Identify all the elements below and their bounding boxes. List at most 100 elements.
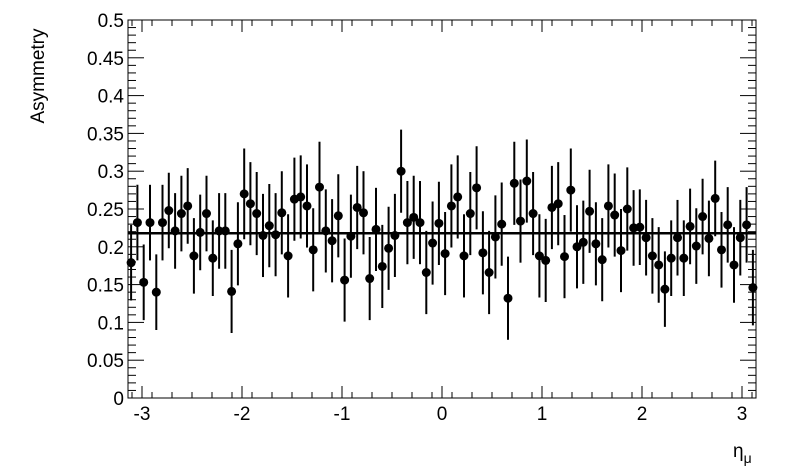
data-point [321,226,331,236]
data-point [685,221,695,231]
data-point [509,178,519,188]
x-tick-label: 1 [537,404,548,425]
data-point [440,249,450,259]
data-point [396,166,406,176]
x-tick-label: -1 [334,404,351,425]
data-point [302,201,312,211]
data-point [214,226,224,236]
data-point [578,237,588,247]
data-point [503,293,513,303]
data-point [176,209,186,219]
data-point [679,253,689,263]
plot-frame-group [127,19,757,399]
y-tick-label: 0.45 [87,49,124,70]
data-point [616,246,626,256]
data-point [340,275,350,285]
data-point [666,253,676,263]
data-point [635,222,645,232]
data-point [421,268,431,278]
data-point [239,189,249,199]
data-point [522,176,532,186]
y-tick-label: 0.25 [87,200,124,221]
data-point [704,233,714,243]
x-axis-label-main: η [733,441,744,462]
data-point [208,253,218,263]
data-point [465,209,475,219]
data-point [308,245,318,255]
data-point [220,226,230,236]
data-point [478,248,488,258]
data-point [164,206,174,216]
data-point [333,211,343,221]
y-tick-label: 0.2 [98,238,124,259]
data-point [553,199,563,209]
data-point [490,232,500,242]
x-axis-label-subscript: μ [744,450,752,466]
data-point [126,258,136,268]
data-point [748,283,758,293]
data-point [195,227,205,237]
data-point [446,201,456,211]
x-tick-label: 3 [737,404,748,425]
data-point [723,220,733,230]
data-point [283,251,293,261]
y-tick-label: 0.35 [87,124,124,145]
data-point [264,221,274,231]
data-points-group [126,129,758,340]
x-tick-label: 2 [637,404,648,425]
data-point [390,230,400,240]
data-point [459,251,469,261]
data-point [271,230,281,240]
data-point [472,183,482,193]
data-point [409,212,419,222]
data-point [371,224,381,234]
data-point [597,255,607,265]
axis-ticks-group: 0 0.05 0.1 0.15 0.2 0.25 0.3 0.35 0.4 0.45 0.5 -3 -2… [87,11,756,425]
y-tick-label: 0.1 [98,313,124,334]
data-point [591,239,601,249]
data-point [742,220,752,230]
data-point [352,202,362,212]
data-point [572,242,582,252]
data-point [585,206,595,216]
data-point [252,209,262,219]
data-point [717,245,726,255]
data-point [189,251,199,261]
data-point [315,182,324,192]
x-tick-label: 0 [437,404,448,425]
data-point [484,268,494,278]
data-point [346,231,356,241]
data-point [622,204,632,214]
y-tick-label: 0.3 [98,162,124,183]
data-point [384,243,394,253]
data-point [434,218,444,228]
data-point [729,260,739,270]
data-point [132,218,142,228]
data-point [654,260,664,270]
data-point [516,216,525,226]
data-point [603,201,613,211]
data-point [528,209,538,219]
data-point [415,218,425,228]
data-point [145,218,155,228]
data-point [560,252,569,262]
data-point [735,233,745,243]
data-point [183,201,193,211]
data-point [497,219,507,229]
data-point [710,193,720,203]
y-tick-label: 0.5 [98,11,124,32]
data-point [277,208,287,218]
x-tick-label: -3 [134,404,151,425]
y-tick-label: 0.4 [98,87,125,108]
y-tick-label: 0 [113,389,124,410]
data-point [541,255,551,265]
data-point [453,192,463,202]
y-tick-label: 0.15 [87,276,124,297]
data-point [534,251,544,261]
data-point [139,277,149,287]
data-point [428,238,438,248]
data-point [227,286,237,296]
data-point [151,287,161,297]
data-point [610,210,620,220]
data-point [296,192,306,202]
